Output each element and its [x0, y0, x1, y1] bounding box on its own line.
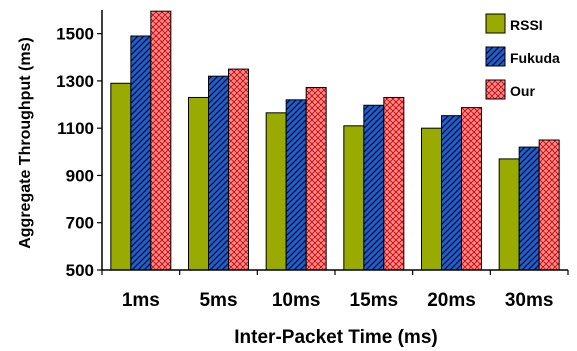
- bar-rssi-10ms: [265, 112, 287, 271]
- bar-fukuda-30ms: [518, 146, 540, 271]
- x-tick-label: 30ms: [505, 290, 554, 311]
- legend-label-our: Our: [510, 83, 535, 99]
- bar-our-20ms: [461, 107, 482, 271]
- legend: RSSI Fukuda Our: [485, 13, 560, 100]
- x-tick-label: 20ms: [427, 290, 476, 311]
- bar-rssi-5ms: [188, 96, 209, 271]
- bar-rssi-30ms: [498, 158, 520, 271]
- y-axis-ticks: 500 700 900 1100 1300 1500: [56, 25, 102, 280]
- bar-our-10ms: [305, 87, 327, 271]
- bar-our-15ms: [383, 96, 405, 271]
- x-tick-label: 1ms: [122, 290, 160, 311]
- y-tick-label: 1500: [56, 25, 94, 44]
- y-tick-label: 900: [66, 166, 94, 185]
- y-tick-label: 500: [66, 261, 94, 280]
- x-axis-ticks: 1ms 5ms 10ms 15ms 20ms 30ms: [101, 270, 569, 311]
- legend-swatch-fukuda: [485, 46, 506, 67]
- bar-our-30ms: [538, 139, 560, 271]
- y-axis-title: Aggregate Throughput (ms): [17, 37, 34, 249]
- bar-our-1ms: [150, 10, 172, 271]
- bar-rssi-20ms: [421, 127, 442, 271]
- y-tick-label: 1100: [57, 119, 94, 138]
- bar-fukuda-20ms: [441, 115, 462, 271]
- bar-fukuda-1ms: [130, 35, 152, 271]
- bar-fukuda-10ms: [285, 99, 307, 271]
- x-tick-label: 15ms: [350, 290, 399, 311]
- plot-area: [101, 10, 568, 271]
- y-tick-label: 700: [66, 214, 94, 233]
- bar-fukuda-5ms: [208, 75, 229, 271]
- bar-fukuda-15ms: [363, 104, 385, 271]
- x-tick-label: 10ms: [272, 290, 321, 311]
- bar-rssi-1ms: [110, 82, 132, 271]
- bar-rssi-15ms: [343, 125, 365, 271]
- legend-label-rssi: RSSI: [510, 17, 543, 33]
- legend-swatch-rssi: [485, 13, 506, 34]
- bar-our-5ms: [228, 68, 249, 271]
- y-tick-label: 1300: [56, 72, 94, 91]
- legend-swatch-our: [485, 79, 506, 100]
- x-axis-title: Inter-Packet Time (ms): [234, 327, 437, 348]
- legend-label-fukuda: Fukuda: [510, 50, 560, 66]
- x-tick-label: 5ms: [199, 290, 237, 311]
